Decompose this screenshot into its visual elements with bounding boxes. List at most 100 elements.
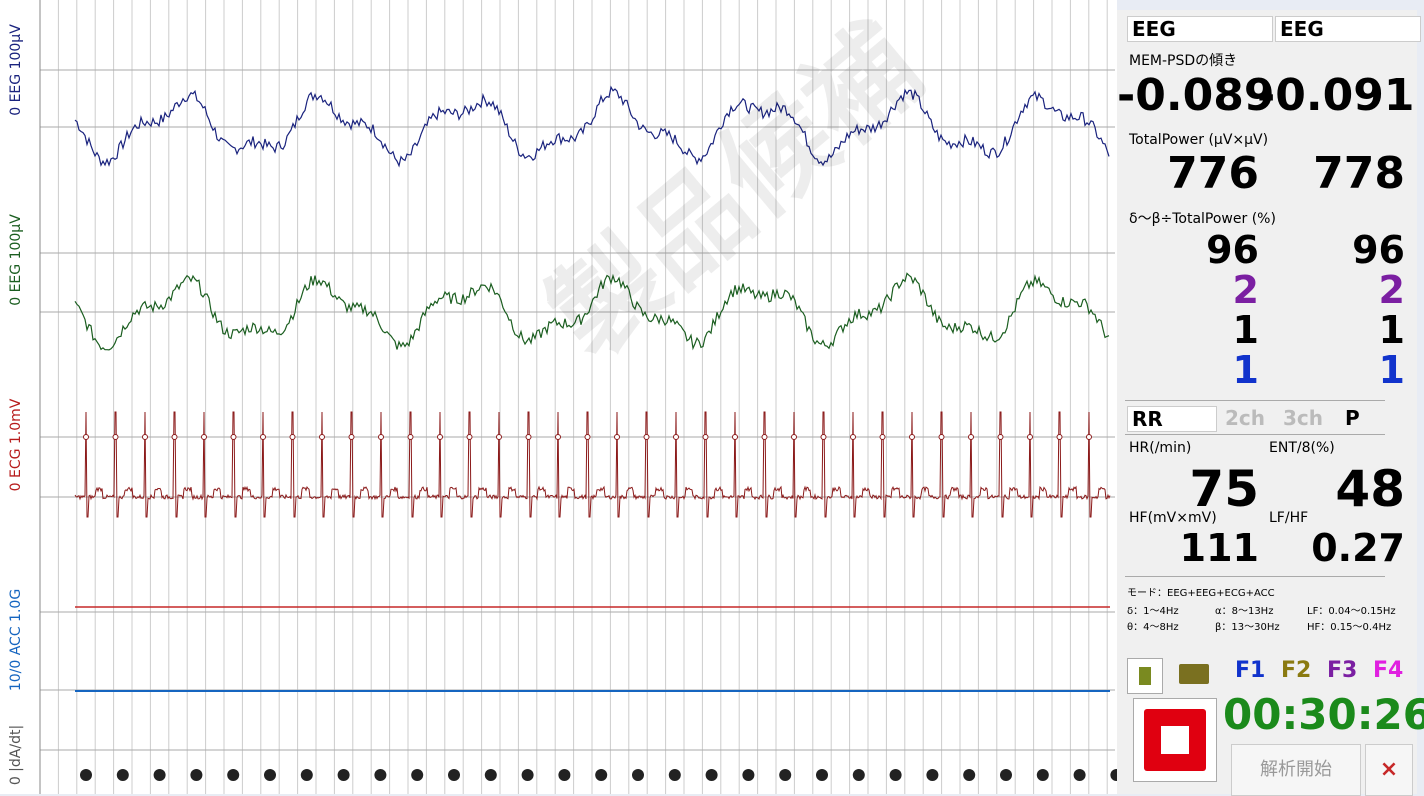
event-icon (1000, 769, 1012, 781)
r-peak-marker (614, 434, 620, 440)
event-icon (374, 769, 387, 781)
tab[interactable]: P (1345, 406, 1360, 430)
r-peak-marker (407, 434, 414, 440)
band-text: LF：0.04～0.15Hz (1307, 606, 1396, 617)
r-peak-marker (673, 434, 679, 440)
event-icon (1110, 769, 1117, 781)
slope-value: -0.091 (1257, 70, 1415, 121)
ratio-value: 1 (1232, 308, 1259, 352)
icon-button[interactable] (1127, 658, 1163, 694)
r-peak-marker (83, 434, 89, 440)
ratio-value: 2 (1232, 268, 1259, 312)
event-icon (558, 769, 571, 781)
ecg-trace (74, 411, 1111, 518)
start-button[interactable]: 解析開始 (1231, 744, 1361, 796)
event-icon (963, 769, 976, 781)
r-peak-marker (230, 434, 237, 440)
event-icon (116, 769, 129, 781)
event-icon (1073, 769, 1086, 781)
r-peak-marker (1027, 434, 1033, 440)
grid (39, 0, 1115, 794)
r-peak-marker (997, 434, 1004, 440)
channel-label: 0 |dA/dt| (8, 725, 24, 785)
r-peak-marker (112, 434, 119, 440)
slope-value: -0.089 (1117, 70, 1275, 121)
side-panel: EEG EEG MEM-PSDの傾き -0.089 -0.091 TotalPo… (1117, 10, 1424, 796)
ratio-value: 2 (1378, 268, 1405, 312)
tab[interactable]: RR (1127, 406, 1217, 432)
hr-value: 75 (1189, 460, 1259, 518)
timer: 00:30:26 (1223, 690, 1424, 739)
stop-button[interactable] (1133, 698, 1217, 782)
r-peak-marker (348, 434, 355, 440)
channel-label: 10/0 ACC 1.0G (8, 589, 24, 691)
tab[interactable]: 3ch (1283, 406, 1324, 430)
event-icon (889, 769, 902, 781)
r-peak-marker (761, 434, 768, 440)
total-power-value: 776 (1167, 148, 1259, 199)
hf-value: 111 (1179, 526, 1259, 570)
channel-label: 0 EEG 100μV (8, 24, 24, 116)
close-button[interactable]: × (1365, 744, 1413, 796)
event-icon (1036, 769, 1049, 781)
hf-label: HF(mV×mV) (1129, 510, 1217, 526)
band-text: β：13～30Hz (1215, 622, 1280, 633)
event-icon (190, 769, 203, 781)
channel-label: 0 ECG 1.0mV (8, 398, 24, 491)
event-icon (264, 769, 276, 781)
band-text: α：8～13Hz (1215, 606, 1274, 617)
plot-bg (0, 0, 1117, 794)
event-icon (484, 769, 497, 781)
event-icon (153, 769, 166, 781)
event-icon (337, 769, 350, 781)
function-key[interactable]: F4 (1373, 658, 1404, 683)
r-peak-marker (702, 434, 709, 440)
r-peak-marker (171, 434, 178, 440)
r-peak-marker (437, 434, 443, 440)
function-key[interactable]: F3 (1327, 658, 1358, 683)
r-peak-marker (319, 434, 325, 440)
event-icon (448, 769, 460, 781)
lfhf-value: 0.27 (1311, 526, 1405, 570)
event-icon (227, 769, 240, 781)
ent-value: 48 (1335, 460, 1405, 518)
channel-label: 0 EEG 100μV (8, 214, 24, 306)
r-peak-marker (378, 434, 384, 440)
r-peak-marker (968, 434, 974, 440)
event-icon (632, 769, 644, 781)
ratio-value: 1 (1232, 348, 1259, 392)
r-peak-marker (1086, 434, 1092, 440)
event-icon (742, 769, 755, 781)
r-peak-marker (643, 434, 650, 440)
event-icon (852, 769, 865, 781)
event-icon (668, 769, 681, 781)
r-peak-marker (1056, 434, 1063, 440)
eeg-trace (74, 85, 1110, 168)
eeg-header: EEG (1275, 16, 1421, 42)
r-peak-marker (496, 434, 502, 440)
r-peak-marker (938, 434, 945, 440)
tab[interactable]: 2ch (1225, 406, 1266, 430)
function-key[interactable]: F2 (1281, 658, 1312, 683)
r-peak-marker (555, 434, 561, 440)
event-icon (521, 769, 534, 781)
r-peak-marker (466, 434, 473, 440)
ratio-label: δ～β÷TotalPower (%) (1129, 211, 1276, 227)
ratio-value: 96 (1206, 228, 1259, 272)
waveform-plot: 製品候補 0 EEG 100μV 0 EEG 100μV 0 ECG 1.0mV… (0, 0, 1117, 794)
folder-button[interactable] (1179, 664, 1209, 684)
slope-label: MEM-PSDの傾き (1129, 53, 1238, 69)
r-peak-marker (909, 434, 915, 440)
r-peak-marker (732, 434, 738, 440)
total-power-label: TotalPower (μV×μV) (1129, 132, 1269, 148)
function-key[interactable]: F1 (1235, 658, 1266, 683)
traces (74, 85, 1117, 781)
band-text: HF：0.15～0.4Hz (1307, 622, 1392, 633)
r-peak-marker (289, 434, 296, 440)
eeg-trace (74, 272, 1110, 351)
r-peak-marker (260, 434, 266, 440)
ratio-value: 1 (1378, 308, 1405, 352)
r-peak-marker (142, 434, 148, 440)
r-peak-marker (584, 434, 591, 440)
